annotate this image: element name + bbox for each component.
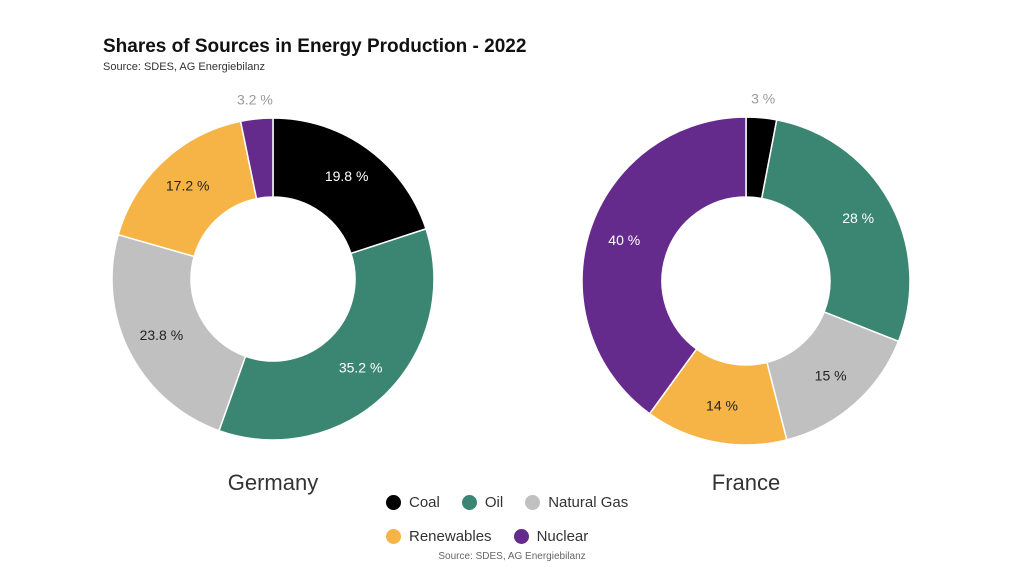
germany-label-nuclear: 3.2 % [237, 92, 273, 108]
germany-slice-renewables [117, 120, 258, 258]
germany-label-coal: 19.8 % [325, 168, 369, 184]
germany-label-oil: 35.2 % [339, 360, 383, 376]
chart-subtitle: Source: SDES, AG Energiebilanz [103, 61, 266, 73]
france-chart-name: France [711, 470, 781, 495]
legend-swatch-oil [461, 494, 477, 510]
legend: Coal Oil Natural Gas Renewables Nuclear [386, 490, 686, 558]
legend-label-nuclear: Nuclear [536, 527, 589, 545]
legend-label-natural-gas: Natural Gas [548, 493, 629, 511]
chart-title: Shares of Sources in Energy Production -… [103, 36, 527, 57]
germany-slice-oil [218, 227, 435, 441]
footer-source: Source: SDES, AG Energiebilanz [438, 551, 586, 562]
germany-slice-coal [272, 117, 427, 255]
legend-row: Coal Oil Natural Gas [386, 490, 686, 514]
legend-label-oil: Oil [484, 493, 504, 511]
legend-swatch-natural-gas [525, 494, 541, 510]
france-label-natural-gas: 15 % [815, 368, 847, 384]
legend-item-nuclear: Nuclear [513, 527, 589, 545]
legend-item-renewables: Renewables [386, 528, 492, 545]
legend-item-coal: Coal [386, 494, 440, 511]
legend-swatch-renewables [386, 528, 401, 544]
germany-slice-natural-gas [111, 233, 247, 432]
germany-chart-name: Germany [227, 470, 319, 495]
legend-row: Renewables Nuclear [386, 524, 686, 548]
france-label-coal: 3 % [751, 91, 775, 107]
france-label-nuclear: 40 % [608, 232, 640, 248]
legend-swatch-coal [386, 494, 401, 510]
legend-item-oil: Oil [461, 493, 504, 511]
france-label-oil: 28 % [842, 210, 874, 226]
france-label-renewables: 14 % [706, 397, 738, 413]
germany-slice-nuclear [239, 117, 274, 200]
legend-item-natural-gas: Natural Gas [525, 494, 628, 511]
legend-label-coal: Coal [409, 493, 440, 511]
france-slice-oil [760, 119, 911, 343]
germany-label-natural-gas: 23.8 % [140, 327, 184, 343]
legend-swatch-nuclear [513, 528, 529, 544]
germany-label-renewables: 17.2 % [166, 178, 210, 194]
legend-label-renewables: Renewables [409, 527, 492, 545]
france-slice-nuclear [581, 116, 747, 415]
